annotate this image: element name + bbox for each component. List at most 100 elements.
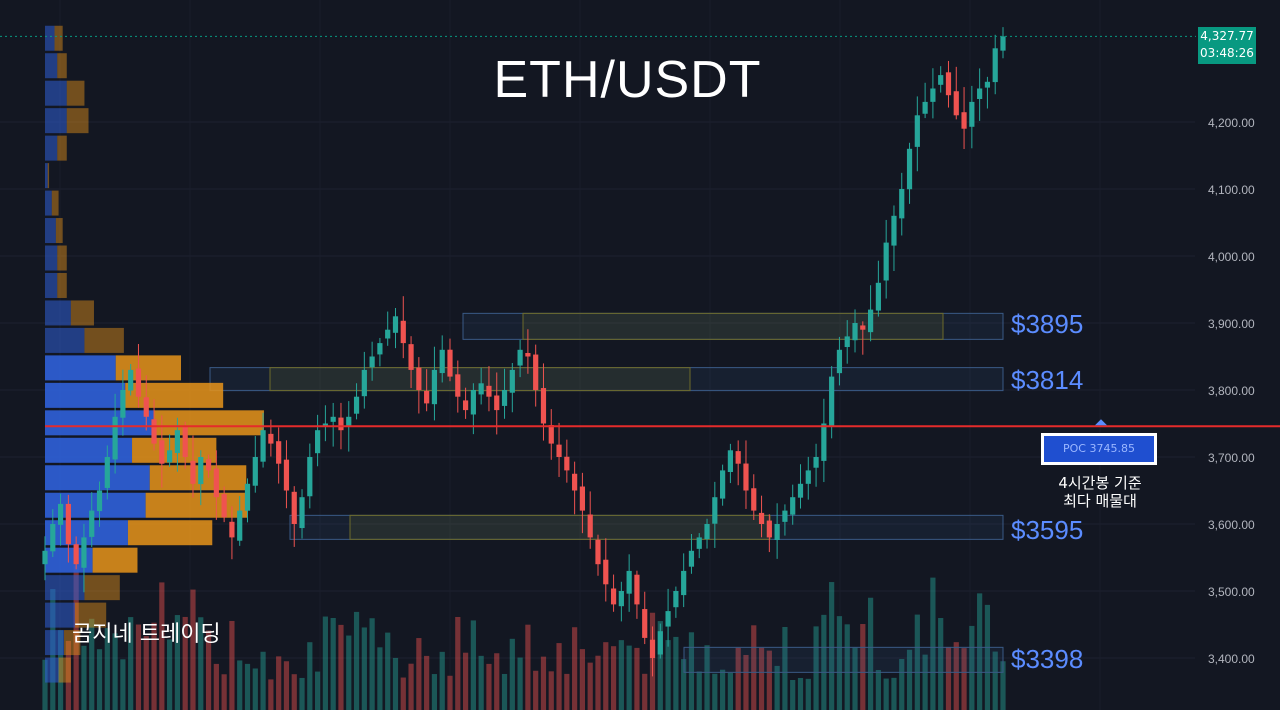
level-zone [289, 514, 1004, 540]
poc-label: POC 3745.85 [1063, 442, 1135, 455]
candle [338, 417, 344, 431]
poc-box: POC 3745.85 [1041, 433, 1157, 465]
candle [89, 510, 95, 537]
candle [805, 470, 811, 484]
y-tick-label: 3,700.00 [1208, 451, 1255, 465]
volume-bar [151, 622, 157, 710]
vp-buy-bar [45, 437, 133, 463]
volume-bar [361, 627, 367, 710]
volume-bar [922, 654, 928, 710]
candle [112, 416, 118, 460]
candle [159, 440, 165, 464]
y-tick-label: 3,800.00 [1208, 384, 1255, 398]
volume-bar [252, 668, 258, 710]
vp-buy-bar [45, 190, 52, 216]
volume-bar [735, 647, 741, 710]
volume-bar [642, 673, 648, 710]
candle [1000, 36, 1006, 51]
y-tick-label: 4,200.00 [1208, 116, 1255, 130]
volume-bar [634, 647, 640, 710]
volume-bar [42, 659, 48, 710]
vp-buy-bar [45, 630, 65, 656]
candle [385, 329, 391, 339]
candlestick-series [42, 27, 1006, 677]
candle [96, 490, 103, 512]
volume-bar [283, 661, 290, 710]
candle [330, 416, 336, 422]
chart-title: ETH/USDT [493, 51, 762, 109]
volume-bar [906, 649, 913, 710]
candle [221, 494, 227, 518]
candle [229, 521, 235, 538]
volume-bar [213, 663, 219, 710]
vp-sell-bar [66, 80, 85, 106]
volume-bar [665, 640, 671, 710]
volume-bar [517, 657, 523, 710]
volume-bar [704, 645, 710, 710]
volume-bar [260, 651, 266, 710]
volume-bar [237, 660, 243, 710]
candle [167, 450, 173, 463]
volume-bar [579, 649, 586, 710]
poc-note-line1: 4시간봉 기준 [1058, 474, 1142, 492]
volume-bar [743, 654, 749, 710]
candle [392, 316, 399, 333]
volume-bar [852, 647, 858, 710]
volume-bar [455, 616, 461, 710]
volume-bar [984, 604, 991, 710]
candle [938, 75, 944, 85]
candle [353, 396, 360, 414]
volume-bar [198, 617, 204, 710]
candle [190, 460, 196, 484]
volume-bar [587, 662, 593, 710]
volume-bar [96, 649, 103, 710]
volume-bar [416, 638, 422, 710]
candle [494, 395, 500, 411]
vp-sell-bar [149, 465, 247, 491]
candle [774, 524, 780, 540]
volume-bar [112, 633, 118, 710]
candle [291, 491, 297, 524]
candle [424, 390, 430, 404]
candle [213, 468, 219, 498]
candle [151, 419, 157, 444]
volume-bar [182, 616, 188, 710]
current-price: 4,327.77 [1200, 29, 1254, 43]
volume-bar [244, 663, 251, 710]
volume-bar [525, 624, 531, 710]
volume-bar [385, 632, 391, 710]
vp-sell-bar [64, 630, 81, 656]
candle [447, 349, 453, 377]
candle [844, 336, 850, 348]
volume-bar [494, 653, 500, 710]
candle [883, 242, 889, 281]
y-tick-label: 3,400.00 [1208, 652, 1255, 666]
price-axis: 4,200.00 4,100.00 4,000.00 3,900.00 3,800.00… [1208, 116, 1255, 666]
candle [431, 369, 438, 405]
candle [945, 72, 952, 96]
volume-bar [299, 677, 305, 710]
candle [961, 112, 967, 129]
candle [688, 550, 695, 567]
vp-buy-bar [45, 382, 126, 408]
candle [50, 524, 56, 552]
candle [867, 309, 874, 333]
candle [237, 510, 243, 541]
volume-bar [478, 655, 484, 710]
candle [899, 189, 905, 219]
candle [252, 457, 258, 486]
vp-sell-bar [57, 245, 67, 271]
volume-bar [797, 677, 804, 710]
volume-bar [883, 678, 889, 710]
candle [930, 88, 936, 102]
volume-bar [540, 656, 547, 710]
candle [283, 459, 290, 491]
vp-buy-bar [45, 575, 85, 601]
volume-bar [338, 624, 344, 710]
candle [42, 550, 48, 565]
candle [470, 390, 476, 415]
candle [369, 356, 375, 368]
candle [501, 390, 508, 406]
candle [572, 473, 578, 491]
volume-bar [564, 673, 570, 710]
